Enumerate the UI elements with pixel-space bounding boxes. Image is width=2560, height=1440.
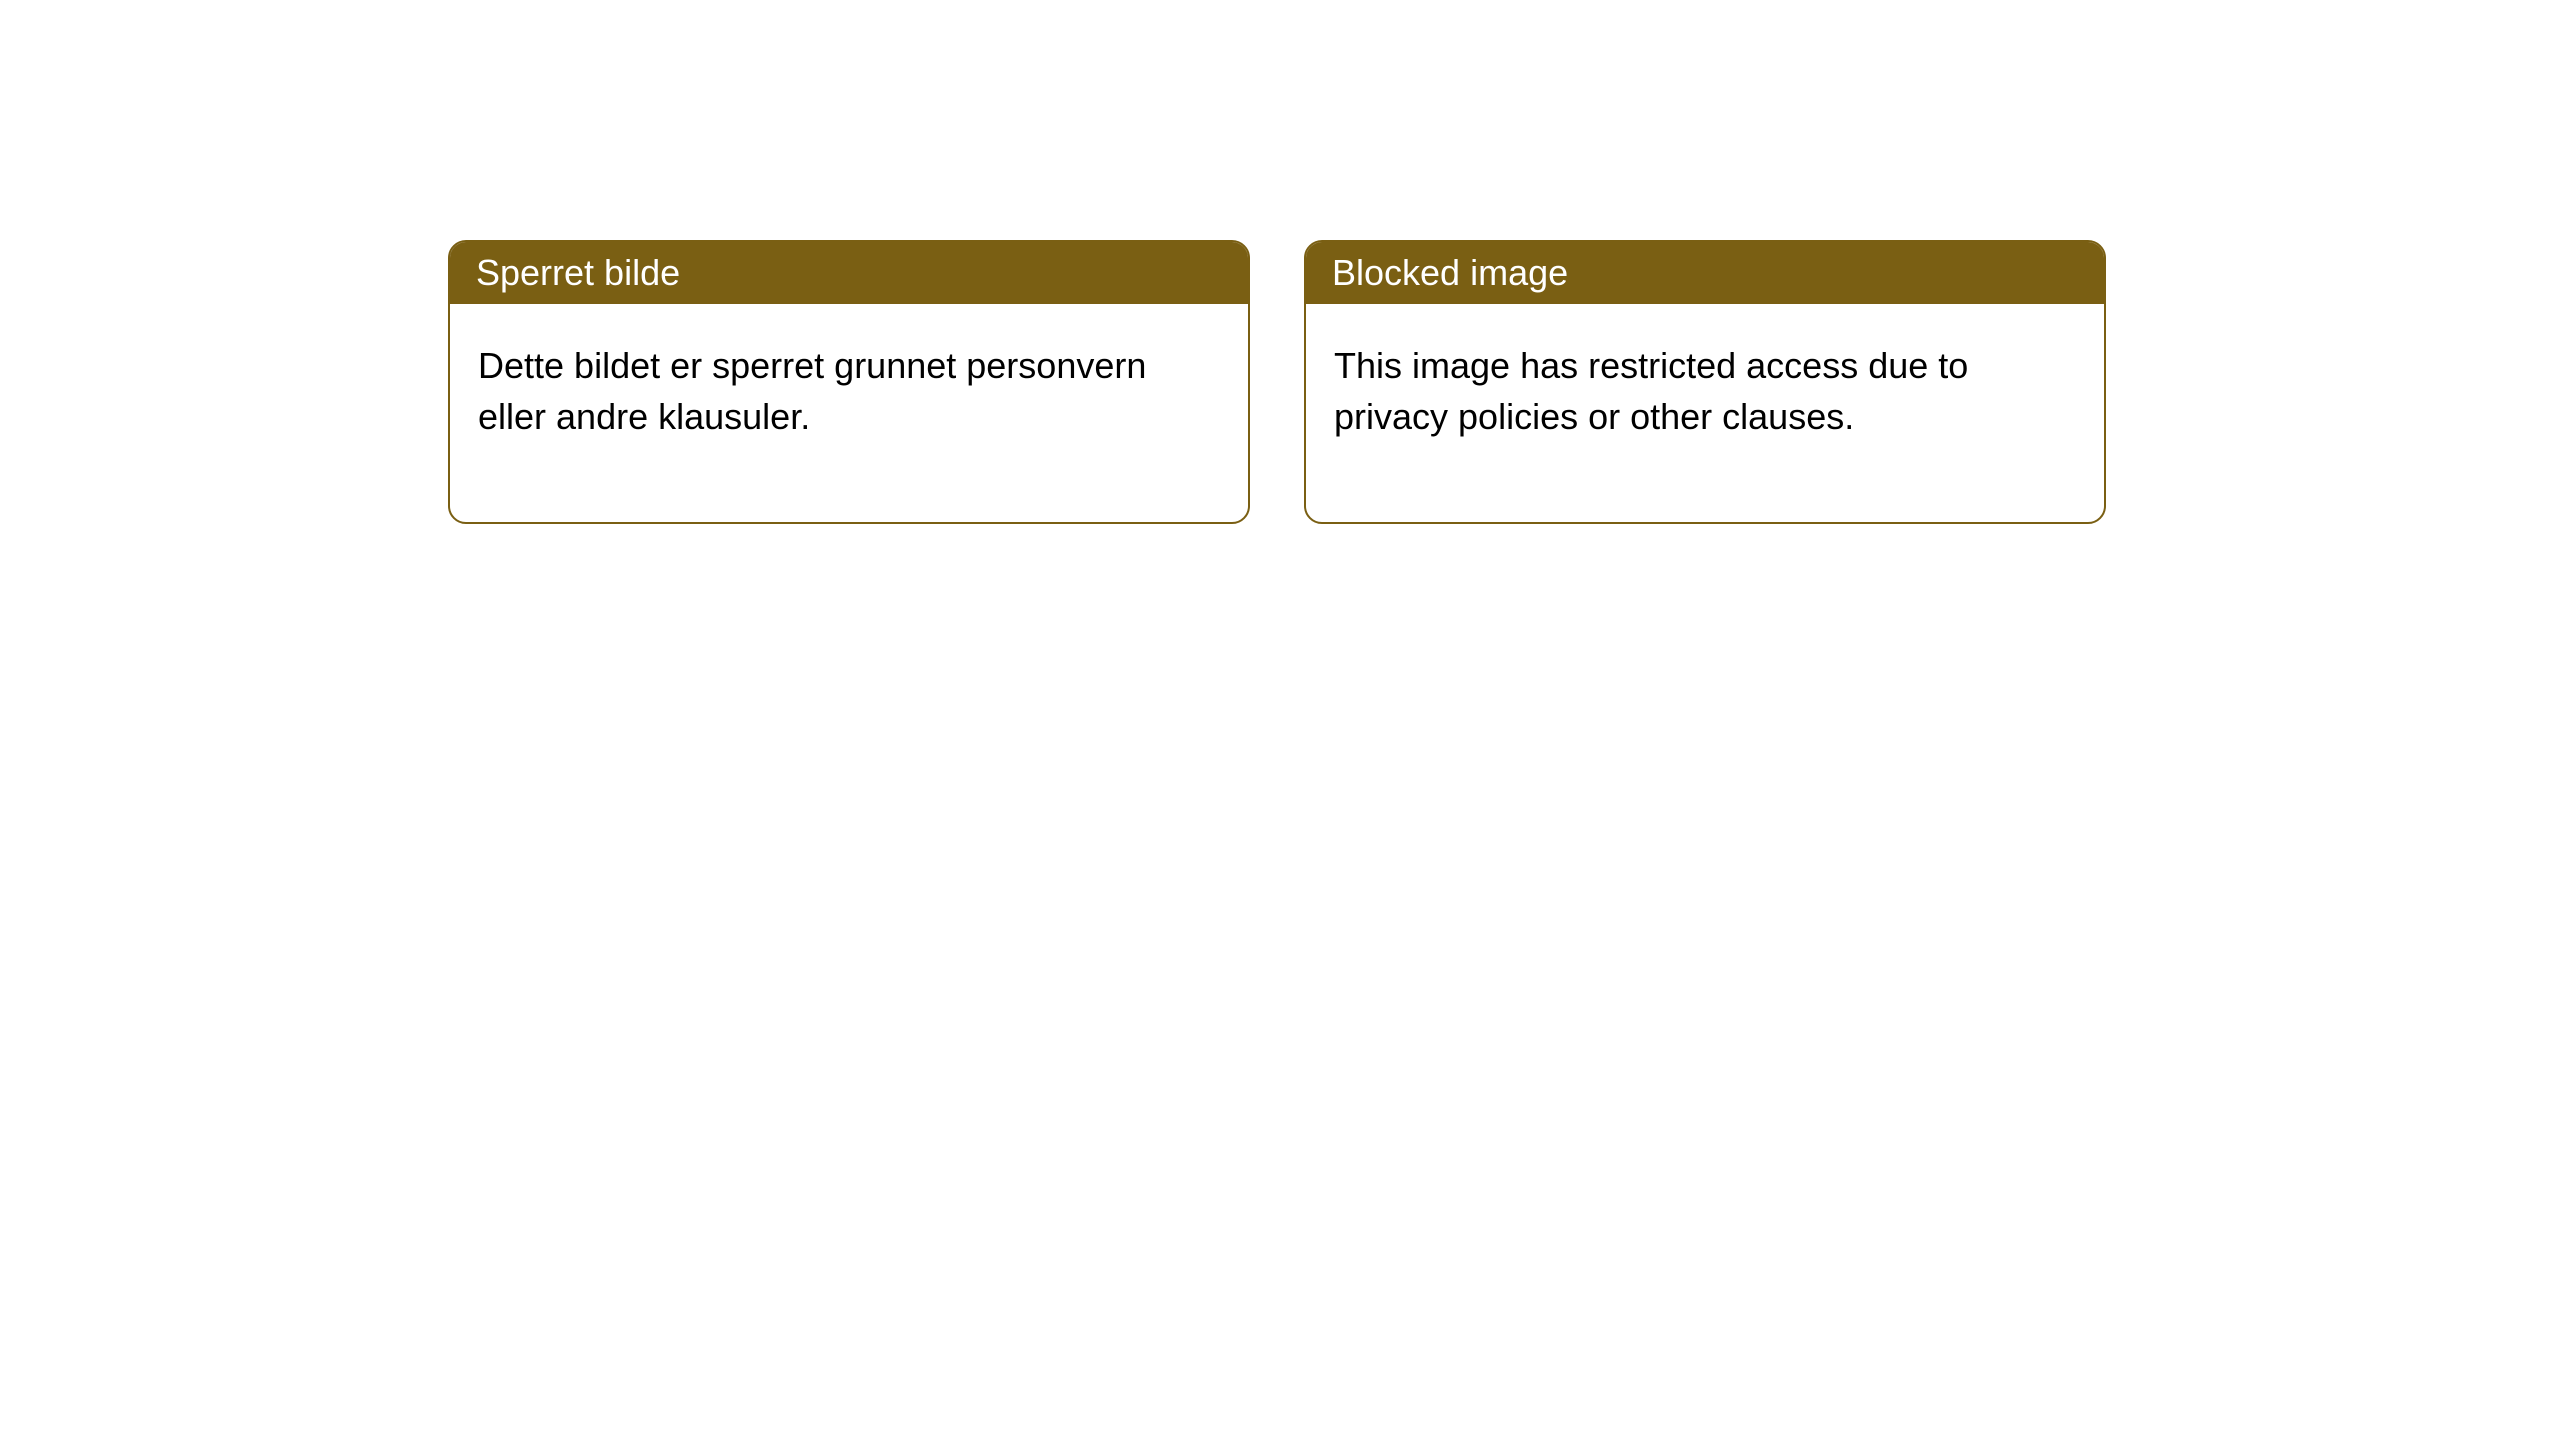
notice-title: Sperret bilde: [476, 252, 680, 293]
notice-header: Sperret bilde: [450, 242, 1248, 304]
notice-header: Blocked image: [1306, 242, 2104, 304]
notice-title: Blocked image: [1332, 252, 1568, 293]
notice-body: This image has restricted access due to …: [1306, 304, 2104, 522]
notice-text: Dette bildet er sperret grunnet personve…: [478, 345, 1146, 437]
notice-card-english: Blocked image This image has restricted …: [1304, 240, 2106, 524]
notice-container: Sperret bilde Dette bildet er sperret gr…: [0, 0, 2560, 524]
notice-body: Dette bildet er sperret grunnet personve…: [450, 304, 1248, 522]
notice-text: This image has restricted access due to …: [1334, 345, 1968, 437]
notice-card-norwegian: Sperret bilde Dette bildet er sperret gr…: [448, 240, 1250, 524]
